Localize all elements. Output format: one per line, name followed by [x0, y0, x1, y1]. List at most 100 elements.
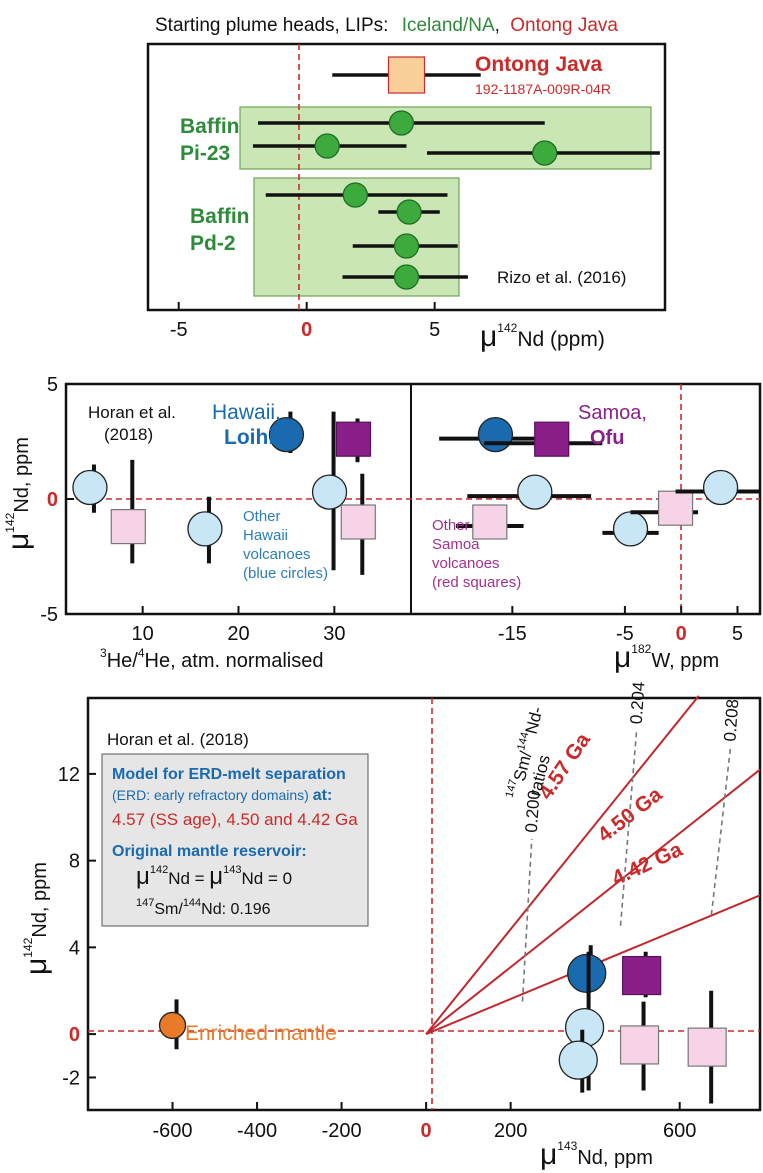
p4-model-line2-at: at:: [313, 787, 333, 804]
p1-label-pi23: Pi-23: [180, 142, 230, 165]
p1-title-ontong: Ontong Java: [510, 15, 618, 36]
p2-points: [72, 411, 376, 575]
p2-point: [187, 511, 223, 547]
p2r-label-other-samoa: Other Samoa volcanoes (red squares): [432, 517, 521, 591]
p1-point-baffin: [393, 233, 420, 259]
svg-text:147Sm/144Nd: 0.196: 147Sm/144Nd: 0.196: [136, 897, 271, 918]
p2-ytick-label: 5: [47, 374, 58, 396]
p4-ratio-label: 0.208: [720, 698, 742, 742]
p2-point: [340, 504, 376, 540]
p4-ytick-label: 8: [69, 851, 80, 873]
p1-point-baffin: [393, 264, 420, 290]
p2-xlabel-sup2: 4: [138, 646, 145, 660]
p2-point: [72, 469, 108, 506]
p1-frame: [146, 42, 667, 312]
p2r-xtick-label: -5: [616, 623, 634, 645]
p1-xtick-label: 0: [301, 319, 312, 341]
p2-xlabel-mid: He/: [107, 650, 139, 672]
p2-source-2: (2018): [104, 425, 153, 444]
p4-ratiolbl-sup1: 147: [504, 778, 520, 799]
p4-ratio-line: [710, 747, 732, 915]
p2r-label-ofu: Ofu: [590, 427, 624, 449]
p4-model-line3: 4.57 (SS age), 4.50 and 4.42 Ga: [112, 810, 358, 829]
svg-text:(blue circles): (blue circles): [243, 565, 328, 582]
p2-label-other-hawaii: Other Hawaii volcanoes (blue circles): [243, 508, 328, 582]
p4-ratio-mid: Sm/: [154, 901, 183, 918]
p2r-xtick-label: 5: [732, 623, 743, 645]
p1-points: [252, 56, 660, 290]
svg-text:volcanoes: volcanoes: [243, 546, 311, 563]
svg-text:Other: Other: [243, 508, 281, 525]
p1-point-baffin: [314, 133, 340, 159]
p4-xtick-label: -600: [153, 1120, 193, 1142]
p4-ratio-line: [521, 838, 533, 1002]
p4-point: [619, 1025, 660, 1065]
p4-eq-end: Nd = 0: [241, 869, 292, 888]
p1-point-baffin: [342, 182, 368, 208]
p2-label-loihi: Loihi: [224, 426, 274, 449]
p4-ratio-label: 0.200: [522, 789, 544, 833]
p2-ylabel-rest: Nd, ppm: [11, 437, 33, 513]
p4-ytick-label: -2: [62, 1067, 80, 1089]
svg-text:Samoa: Samoa: [432, 536, 480, 553]
p4-ylabel-sup: 142: [21, 937, 35, 957]
p2r-label-samoa: Samoa,: [578, 402, 647, 424]
p4-ratio-sup2: 144: [183, 897, 201, 909]
p2-xtick-label: 10: [132, 623, 154, 645]
p1-xlabel-rest: Nd (ppm): [517, 328, 605, 351]
svg-text:Starting plume heads, LIPs:: Starting plume heads, LIPs: Iceland/NA, …: [155, 15, 618, 36]
p2-label-hawaii: Hawaii,: [212, 401, 281, 424]
p4-eq-mu2: μ: [209, 863, 223, 890]
p1-label-pd2: Pd-2: [190, 232, 236, 255]
p2r-point: [657, 490, 694, 526]
p2-source-1: Horan et al.: [88, 403, 176, 422]
p4-ticks: 12 8 4 0 -2 -600 -400 -200 0 200 600: [58, 764, 697, 1142]
p1-label-baffin1: Baffin: [180, 115, 240, 138]
p4-enriched-label: Enriched mantle: [185, 1022, 337, 1045]
p4-isochron-line: [425, 768, 761, 1035]
p2r-point: [702, 469, 739, 506]
p4-eq-sup1: 142: [150, 864, 168, 876]
p4-model-box: [101, 753, 369, 927]
p4-point: [687, 1027, 727, 1067]
p1-shade-pi23: [239, 106, 652, 170]
p1-point-ontong: [387, 56, 426, 94]
svg-text:μ142Nd, ppm: μ142Nd, ppm: [2, 437, 35, 550]
p2-xtick-label: 20: [227, 623, 249, 645]
p2r-point: [472, 504, 508, 540]
p4-model-heading: Model for ERD-melt separation: [112, 766, 346, 783]
p2r-xlabel-mu: μ: [614, 641, 631, 674]
p4-ratio-end: Nd: 0.196: [201, 901, 270, 918]
p2r-point: [477, 416, 514, 453]
p2-ylabel-mu: μ: [2, 533, 35, 550]
svg-text:μ143Nd, ppm: μ143Nd, ppm: [540, 1138, 653, 1171]
p2r-xtick-label: 0: [676, 623, 687, 645]
p4-point: [558, 1040, 598, 1080]
p2r-xtick-label: -15: [498, 623, 527, 645]
p1-title-sep: ,: [495, 15, 500, 36]
p4-ratio-label: 0.204: [627, 681, 649, 725]
p4-ratio-line: [619, 730, 638, 926]
svg-text:(ERD: early refractory domains: (ERD: early refractory domains) at:: [112, 787, 332, 804]
p4-xtick-label: 600: [663, 1120, 696, 1142]
p4-xtick-label: -200: [322, 1120, 362, 1142]
svg-text:3He/4He, atm. normalised: 3He/4He, atm. normalised: [100, 646, 323, 672]
p4-xtick-label: -400: [237, 1120, 277, 1142]
p2r-points: [439, 416, 760, 547]
p1-title-iceland: Iceland/NA: [402, 15, 495, 36]
p1-point-baffin: [396, 199, 422, 225]
p4-model-line2: (ERD: early refractory domains): [112, 787, 309, 803]
panel-middle: 5 0 -5 10 20 30 -15 -5 0 5 Horan et al. (2018) Ha…: [2, 374, 762, 674]
p4-eq-mu1: μ: [136, 863, 150, 890]
svg-text:μ142Nd, ppm: μ142Nd, ppm: [20, 862, 53, 975]
svg-text:μ182W, ppm: μ182W, ppm: [614, 641, 719, 674]
p1-title-prefix: Starting plume heads, LIPs:: [155, 15, 388, 36]
p4-source: Horan et al. (2018): [107, 730, 249, 749]
p2-xtick-label: 30: [323, 623, 345, 645]
p4-ratio-sup1: 147: [136, 897, 154, 909]
svg-text:Hawaii: Hawaii: [243, 527, 288, 544]
p4-ratiolbl-sup2: 144: [515, 731, 531, 752]
p4-points: [158, 945, 727, 1104]
p4-eq-sup2: 143: [223, 864, 241, 876]
